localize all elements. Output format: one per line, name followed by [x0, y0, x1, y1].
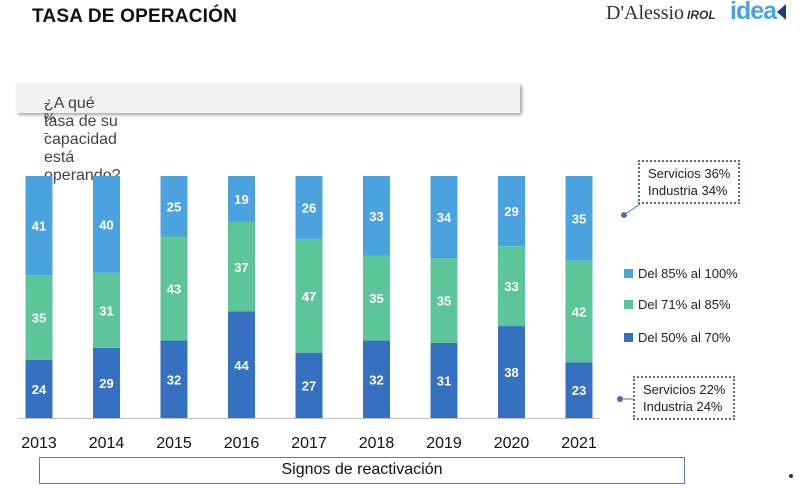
- bar-data-label: 44: [234, 358, 249, 373]
- callout-top-line1: Servicios 36%: [648, 166, 731, 181]
- legend-swatch-mid: [624, 300, 633, 309]
- bar-data-label: 42: [572, 305, 586, 320]
- bar-segment: [430, 258, 458, 343]
- bar-data-label: 33: [504, 279, 518, 294]
- bar-data-label: 29: [99, 376, 113, 391]
- question-unit: - % -: [44, 95, 56, 140]
- callout-top-dot: [621, 212, 627, 218]
- bar-data-label: 31: [437, 373, 451, 388]
- question-label: ¿A qué tasa de su capacidad está operand…: [44, 95, 121, 184]
- callout-bottom-line1: Servicios 22%: [643, 382, 726, 397]
- question-box: ¿A qué tasa de su capacidad está operand…: [16, 83, 520, 184]
- bar-segment: [228, 221, 255, 312]
- slide-marker-dot: [789, 474, 793, 478]
- bar-segment: [430, 342, 458, 418]
- bar-segment: [565, 362, 593, 418]
- bar-segment: [363, 255, 390, 341]
- x-tick-label: 2020: [494, 435, 530, 452]
- x-tick-label: 2019: [426, 435, 462, 452]
- bar-segment: [498, 326, 525, 418]
- callout-top-line2: Industria 34%: [648, 183, 728, 198]
- callout-bottom: Servicios 22% Industria 24%: [633, 376, 736, 420]
- idea-arrow-icon: [777, 4, 787, 21]
- bar-segment: [430, 176, 458, 259]
- bar-data-label: 24: [32, 382, 47, 397]
- x-tick-label: 2014: [89, 435, 125, 452]
- bar-segment: [228, 176, 255, 222]
- bar-data-label: 26: [302, 200, 316, 215]
- bar-segment: [25, 359, 53, 418]
- bar-segment: [93, 347, 120, 418]
- bar-data-label: 37: [234, 260, 248, 275]
- bar-segment: [93, 176, 120, 273]
- bar-segment: [498, 176, 525, 247]
- bar-segment: [160, 236, 188, 341]
- callout-bottom-dot: [617, 396, 623, 402]
- idea-logo-text: IDEA: [730, 0, 777, 25]
- bar-data-label: 19: [234, 192, 248, 207]
- bar-segment: [565, 260, 593, 363]
- bar-segment: [160, 340, 188, 418]
- bar-data-label: 32: [167, 372, 181, 387]
- bar-data-label: 35: [369, 291, 383, 306]
- bar-data-label: 23: [572, 383, 586, 398]
- bar-segment: [25, 275, 53, 360]
- bar-data-label: 47: [302, 289, 316, 304]
- legend-label-high: Del 85% al 100%: [638, 266, 738, 281]
- bar-segment: [363, 340, 390, 418]
- bar-segment: [295, 238, 323, 353]
- dalessio-logo-text: D'Alessio: [606, 2, 685, 24]
- bar-segment: [498, 246, 525, 327]
- bar-data-label: 35: [32, 311, 46, 326]
- bar-data-label: 41: [32, 219, 46, 234]
- x-tick-label: 2018: [359, 435, 395, 452]
- bar-data-label: 25: [167, 199, 181, 214]
- reactivation-banner: Signos de reactivación: [39, 457, 685, 484]
- bar-segment: [565, 176, 593, 261]
- bar-data-label: 33: [369, 209, 383, 224]
- callout-top: Servicios 36% Industria 34%: [638, 160, 741, 204]
- legend-item-mid: Del 71% al 85%: [624, 297, 731, 312]
- legend-item-low: Del 50% al 70%: [624, 330, 731, 345]
- legend-label-mid: Del 71% al 85%: [638, 297, 731, 312]
- page-title: TASA DE OPERACIÓN: [32, 6, 238, 27]
- x-axis-labels: 2013 2014 2015 2016 2017 2018 2019 2020 2021: [21, 435, 597, 452]
- x-tick-label: 2015: [156, 435, 192, 452]
- legend-item-high: Del 85% al 100%: [624, 266, 738, 281]
- bar-segment: [228, 311, 255, 418]
- bar-data-label: 38: [504, 365, 518, 380]
- bar-segment: [25, 176, 53, 276]
- callout-bottom-line2: Industria 24%: [643, 399, 723, 414]
- bar-data-label: 34: [437, 210, 452, 225]
- bars-group: 24 35 41 29 31 40 32 43 25 44 37 19 27 47 26 32 35 33 31 35…: [18, 176, 600, 419]
- bar-data-label: 43: [167, 282, 181, 297]
- reactivation-label: Signos de reactivación: [281, 461, 443, 478]
- irol-logo-text: IROL: [687, 8, 716, 22]
- legend-label-low: Del 50% al 70%: [638, 330, 731, 345]
- bar-segment: [295, 352, 323, 418]
- bar-segment: [160, 176, 188, 237]
- bar-data-label: 40: [99, 217, 113, 232]
- bar-data-label: 35: [437, 294, 451, 309]
- bar-data-label: 32: [369, 372, 383, 387]
- x-tick-label: 2021: [561, 435, 597, 452]
- bar-data-label: 31: [99, 303, 113, 318]
- bar-data-label: 29: [504, 204, 518, 219]
- bar-segment: [295, 176, 323, 239]
- x-tick-label: 2013: [21, 435, 57, 452]
- x-tick-label: 2016: [224, 435, 260, 452]
- idea-logo: IDEA: [730, 0, 787, 26]
- bar-segment: [93, 272, 120, 348]
- legend-swatch-low: [624, 333, 633, 342]
- x-tick-label: 2017: [291, 435, 327, 452]
- bar-data-label: 35: [572, 211, 586, 226]
- dalessio-logo: D'Alessio IROL: [606, 2, 716, 25]
- bar-segment: [363, 176, 390, 256]
- legend-swatch-high: [624, 269, 633, 278]
- bar-data-label: 27: [302, 378, 316, 393]
